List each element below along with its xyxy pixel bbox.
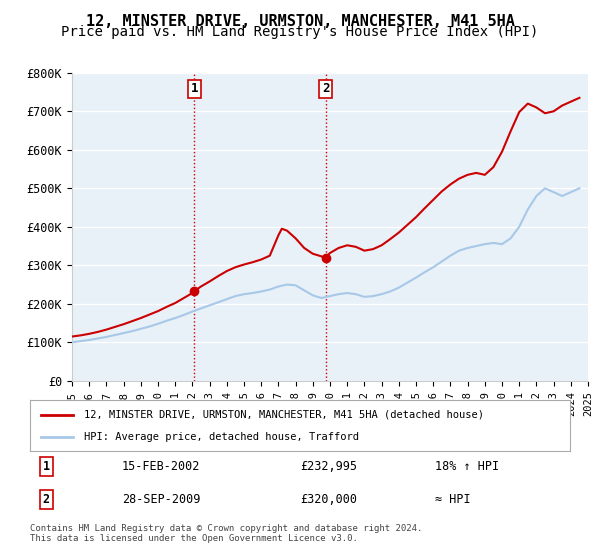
- Text: 1: 1: [43, 460, 50, 473]
- Text: 18% ↑ HPI: 18% ↑ HPI: [435, 460, 499, 473]
- Text: 2: 2: [322, 82, 329, 95]
- Text: 15-FEB-2002: 15-FEB-2002: [122, 460, 200, 473]
- Text: £232,995: £232,995: [300, 460, 357, 473]
- Text: Contains HM Land Registry data © Crown copyright and database right 2024.
This d: Contains HM Land Registry data © Crown c…: [30, 524, 422, 543]
- Text: HPI: Average price, detached house, Trafford: HPI: Average price, detached house, Traf…: [84, 432, 359, 442]
- Text: 2: 2: [43, 493, 50, 506]
- Text: 12, MINSTER DRIVE, URMSTON, MANCHESTER, M41 5HA (detached house): 12, MINSTER DRIVE, URMSTON, MANCHESTER, …: [84, 409, 484, 419]
- Text: £320,000: £320,000: [300, 493, 357, 506]
- Text: 12, MINSTER DRIVE, URMSTON, MANCHESTER, M41 5HA: 12, MINSTER DRIVE, URMSTON, MANCHESTER, …: [86, 14, 514, 29]
- Text: ≈ HPI: ≈ HPI: [435, 493, 470, 506]
- Text: 28-SEP-2009: 28-SEP-2009: [122, 493, 200, 506]
- Text: 1: 1: [191, 82, 198, 95]
- Text: Price paid vs. HM Land Registry's House Price Index (HPI): Price paid vs. HM Land Registry's House …: [61, 25, 539, 39]
